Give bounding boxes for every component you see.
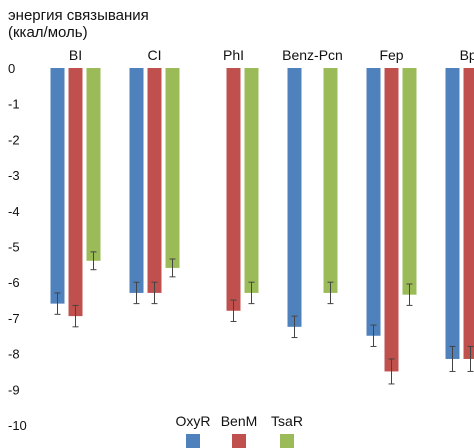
y-tick-label: -4 <box>8 204 20 219</box>
y-tick-label: -5 <box>8 240 20 255</box>
y-tick-label: -7 <box>8 311 20 326</box>
legend-swatch <box>232 434 246 448</box>
y-axis-label-line: энергия связывания <box>8 7 149 24</box>
category-label: BI <box>69 47 82 63</box>
bar-oxyr <box>366 68 381 336</box>
y-tick-label: -8 <box>8 347 20 362</box>
bar-tsar <box>244 68 259 293</box>
error-bar <box>54 292 61 315</box>
bar-tsar <box>86 68 101 261</box>
category-label: Bpr <box>460 47 474 63</box>
bar-oxyr <box>50 68 65 304</box>
category-label: Benz-Pcn <box>282 47 343 63</box>
bar-benm <box>147 68 162 293</box>
bar-tsar <box>323 68 338 293</box>
bar-tsar <box>402 68 417 295</box>
error-bar <box>230 299 237 322</box>
bar-tsar <box>165 68 180 268</box>
error-bar <box>291 315 298 339</box>
y-tick-label: 0 <box>8 61 15 76</box>
y-tick-label: -10 <box>8 418 27 433</box>
legend-item-oxyr: OxyR <box>176 413 211 448</box>
error-bar <box>388 358 395 385</box>
legend-label: OxyR <box>176 413 211 429</box>
category-label: CI <box>148 47 162 63</box>
bar-oxyr <box>129 68 144 293</box>
category-label: Fep <box>379 47 403 63</box>
y-tick-label: -1 <box>8 97 20 112</box>
legend: OxyR BenM TsaR <box>176 413 303 448</box>
y-axis-ticks: 0 -1 -2 -3 -4 -5 -6 -7 -8 -9 -10 <box>8 61 27 433</box>
y-axis-label: энергия связывания(ккал/моль) <box>8 7 149 41</box>
error-bar <box>133 281 140 305</box>
error-bar <box>248 281 255 305</box>
error-bar <box>151 281 158 305</box>
bar-benm <box>384 68 399 372</box>
bar-benm <box>463 68 474 359</box>
error-bar <box>449 345 456 372</box>
error-bar <box>327 281 334 305</box>
error-bar <box>169 258 176 278</box>
error-bar <box>370 324 377 347</box>
legend-swatch <box>186 434 200 448</box>
legend-label: TsaR <box>271 413 303 429</box>
y-tick-label: -3 <box>8 168 20 183</box>
error-bar <box>72 304 79 328</box>
y-tick-label: -6 <box>8 275 20 290</box>
bar-oxyr <box>445 68 460 359</box>
category-label: PhI <box>223 47 244 63</box>
legend-item-benm: BenM <box>221 413 258 448</box>
bar-benm <box>226 68 241 311</box>
legend-item-tsar: TsaR <box>271 413 303 448</box>
error-bars-layer <box>54 251 474 385</box>
y-axis-label-line: (ккал/моль) <box>8 24 88 41</box>
y-tick-label: -2 <box>8 132 20 147</box>
category-labels: BI CI PhI Benz-Pcn Fep Bpr <box>69 47 474 63</box>
error-bar <box>406 283 413 306</box>
bar-benm <box>68 68 83 317</box>
y-tick-label: -9 <box>8 382 20 397</box>
error-bar <box>467 345 474 372</box>
legend-label: BenM <box>221 413 258 429</box>
bar-oxyr <box>287 68 302 327</box>
bars-layer <box>50 68 474 372</box>
legend-swatch <box>280 434 294 448</box>
error-bar <box>90 251 97 271</box>
